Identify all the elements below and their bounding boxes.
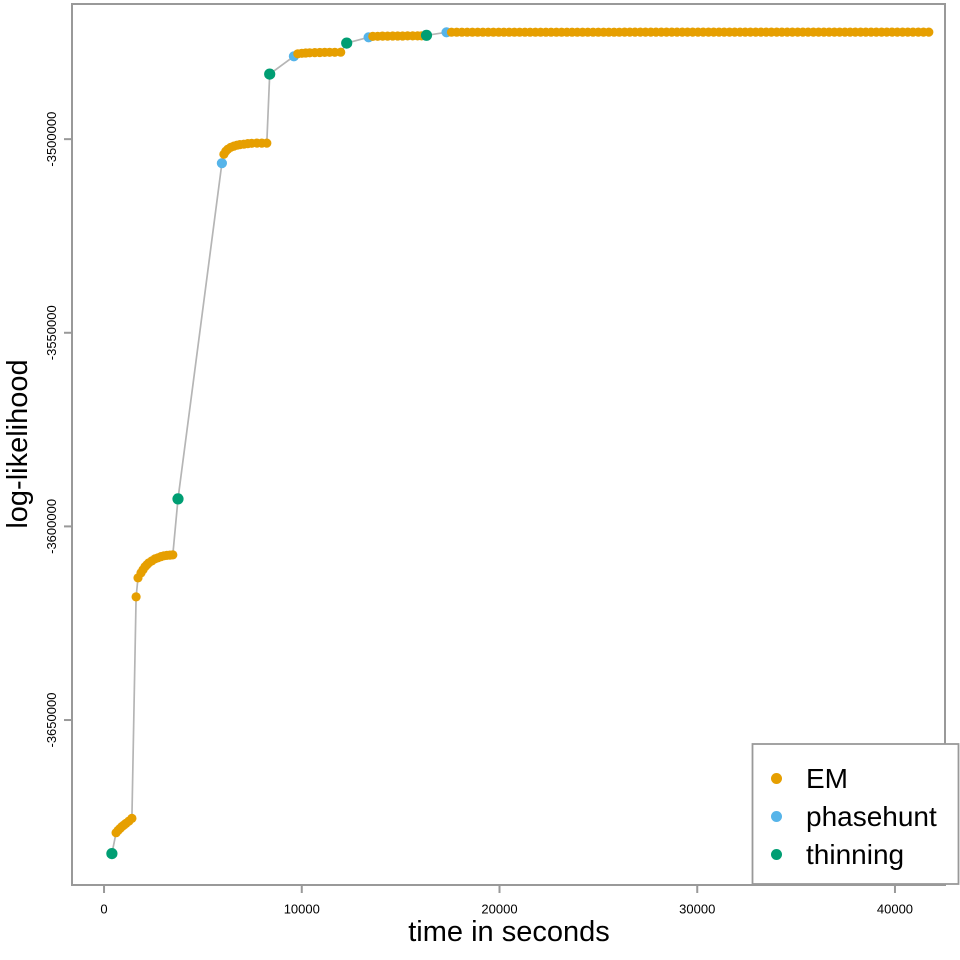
plot-area: 0 10000 20000 30000 40000 -3500000 -3550000 -36…: [44, 3, 946, 917]
legend-dot-em-icon: [771, 773, 782, 784]
y-tick-label: -3600000: [44, 499, 59, 554]
data-point-EM: [336, 47, 346, 57]
legend-dot-thinning-icon: [771, 849, 782, 860]
y-axis-title: log-likelihood: [2, 359, 34, 528]
data-point-EM: [168, 550, 178, 560]
x-tick-label: 40000: [877, 902, 913, 917]
data-point-phasehunt: [216, 158, 227, 169]
legend-label-em: EM: [806, 763, 848, 794]
legend-box: [751, 743, 960, 885]
legend-dot-phasehunt-icon: [771, 811, 782, 822]
data-point-thinning: [341, 37, 353, 49]
x-tick-label: 20000: [481, 902, 517, 917]
data-point-thinning: [172, 493, 184, 505]
data-point-EM: [924, 27, 934, 37]
data-point-thinning: [420, 29, 433, 41]
series-line: [111, 31, 929, 854]
x-tick-label: 10000: [284, 902, 320, 917]
legend-label-phasehunt: phasehunt: [806, 801, 937, 832]
data-point-EM: [131, 592, 141, 602]
data-point-EM: [127, 813, 137, 824]
x-axis-title: time in seconds: [408, 916, 610, 948]
y-tick-label: -3550000: [44, 305, 59, 360]
legend: EM phasehunt thinning: [751, 743, 960, 885]
x-tick-label: 30000: [679, 902, 715, 917]
data-point-thinning: [264, 68, 276, 80]
data-point-EM: [262, 138, 272, 148]
x-tick-label: 0: [100, 902, 107, 917]
legend-label-thinning: thinning: [806, 839, 904, 870]
data-point-thinning: [106, 848, 118, 860]
y-tick-label: -3500000: [44, 112, 59, 167]
plot-border: [71, 3, 946, 886]
y-tick-label: -3650000: [44, 693, 59, 748]
